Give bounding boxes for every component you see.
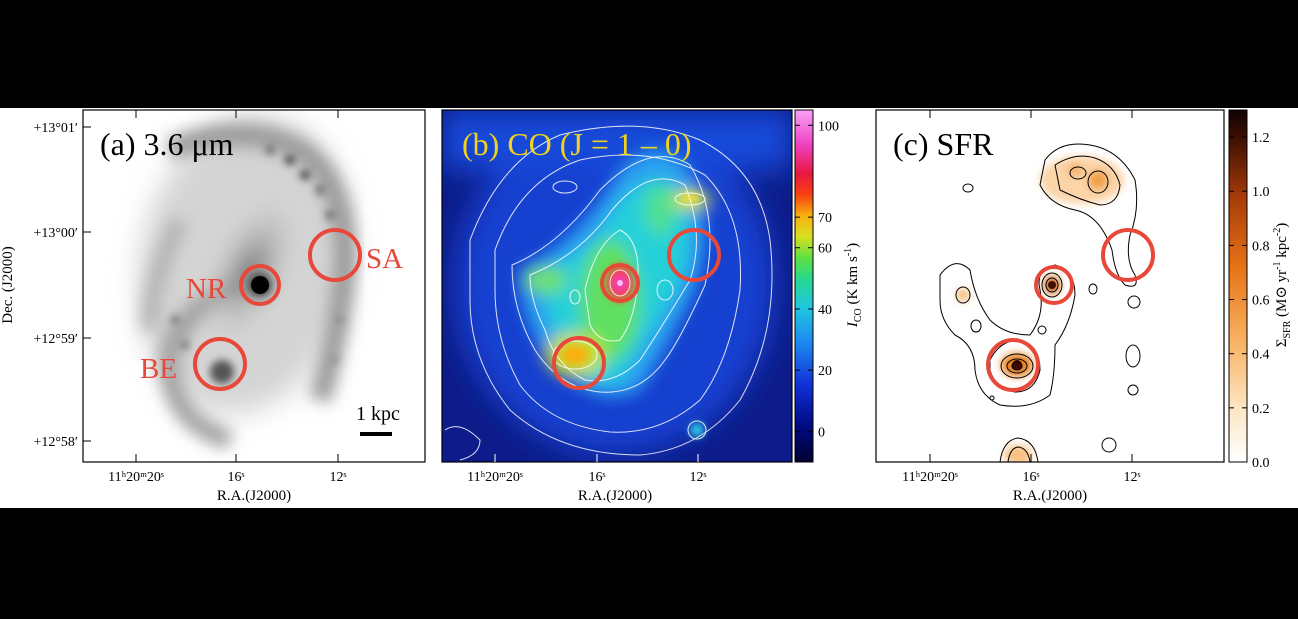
x-tick-label: 16ˢ [589,470,606,485]
region-circle-nr [239,264,281,306]
scale-bar [360,432,392,436]
x-tick-label: 11ʰ20ᵐ20ˢ [902,470,958,485]
y-tick-label: +13°01′ [33,121,78,136]
colorbar-co [794,109,814,463]
colorbar-tick-label: 0.0 [1252,456,1270,471]
co-map [442,110,792,461]
colorbar-tick-label: 70 [818,211,832,226]
panel-c-tick-marks [929,110,1133,462]
scale-bar-label: 1 kpc [356,403,400,425]
panel-b-title: (b) CO (J = 1 – 0) [462,126,692,162]
colorbar-tick-label: 0.8 [1252,239,1270,254]
colorbar-sfr-ticks: 0.0 0.2 0.4 0.6 0.8 1.0 1.2 [1229,131,1270,471]
x-tick-label: 12ˢ [330,470,347,485]
colorbar-co-label: ICO (K km s-1) [843,243,864,328]
region-circle-be [986,338,1040,392]
x-tick-label: 11ʰ20ᵐ20ˢ [467,470,523,485]
colorbar-tick-label: 1.0 [1252,185,1270,200]
region-circle-be [552,336,606,390]
x-tick-label: 16ˢ [228,470,245,485]
region-circle-sa [308,228,362,282]
region-circle-sa [667,228,721,282]
x-tick-label: 12ˢ [690,470,707,485]
colorbar-sfr-label: ΣSFR (M⊙ yr-1 kpc-2) [1272,223,1293,348]
y-tick-label: +13°00′ [33,226,78,241]
x-axis-label: R.A.(J2000) [578,488,652,504]
region-label-nr: NR [186,273,227,305]
co-contours [444,125,773,461]
panel-b-frame [441,109,793,463]
panel-b: 11ʰ20ᵐ20ˢ 16ˢ 12ˢ R.A.(J2000) (b) CO (J … [441,109,864,504]
sfr-contours [939,143,1141,462]
panel-b-tick-marks [494,454,699,462]
x-tick-label: 11ʰ20ᵐ20ˢ [108,470,164,485]
y-axis-label: Dec. (J2000) [0,246,16,323]
panel-c-frame [875,109,1225,463]
x-tick-label: 12ˢ [1124,470,1141,485]
panel-a-title: (a) 3.6 μm [100,126,234,162]
panel-c-title: (c) SFR [893,126,994,162]
colorbar-tick-label: 40 [818,303,832,318]
colorbar-tick-label: 1.2 [1252,131,1270,146]
colorbar-sfr [1228,109,1248,463]
region-circle-be [193,337,247,391]
colorbar-tick-label: 0 [818,425,825,440]
colorbar-tick-label: 0.4 [1252,348,1270,363]
panel-a-tick-marks [83,110,339,462]
sfr-map [939,143,1141,462]
y-tick-label: +12°58′ [33,435,78,450]
x-tick-label: 16ˢ [1023,470,1040,485]
x-axis-label: R.A.(J2000) [1013,488,1087,504]
colorbar-tick-label: 60 [818,242,832,257]
panel-c: 11ʰ20ᵐ20ˢ 16ˢ 12ˢ R.A.(J2000) (c) SFR 0.… [875,109,1293,504]
panel-a: +13°01′ +13°00′ +12°59′ +12°58′ 11ʰ20ᵐ20… [0,109,426,504]
colorbar-tick-label: 100 [818,119,839,134]
region-label-be: BE [140,353,177,385]
y-tick-label: +12°59′ [33,332,78,347]
colorbar-co-ticks: 0 20 40 60 70 100 [795,119,839,440]
panel-a-frame [82,109,426,463]
region-circle-nr [600,263,640,303]
colorbar-tick-label: 0.2 [1252,402,1270,417]
region-circle-nr [1034,265,1074,305]
region-circle-sa [1101,228,1155,282]
region-label-sa: SA [366,243,403,275]
x-axis-label: R.A.(J2000) [217,488,291,504]
colorbar-tick-label: 0.6 [1252,294,1270,309]
colorbar-tick-label: 20 [818,364,832,379]
